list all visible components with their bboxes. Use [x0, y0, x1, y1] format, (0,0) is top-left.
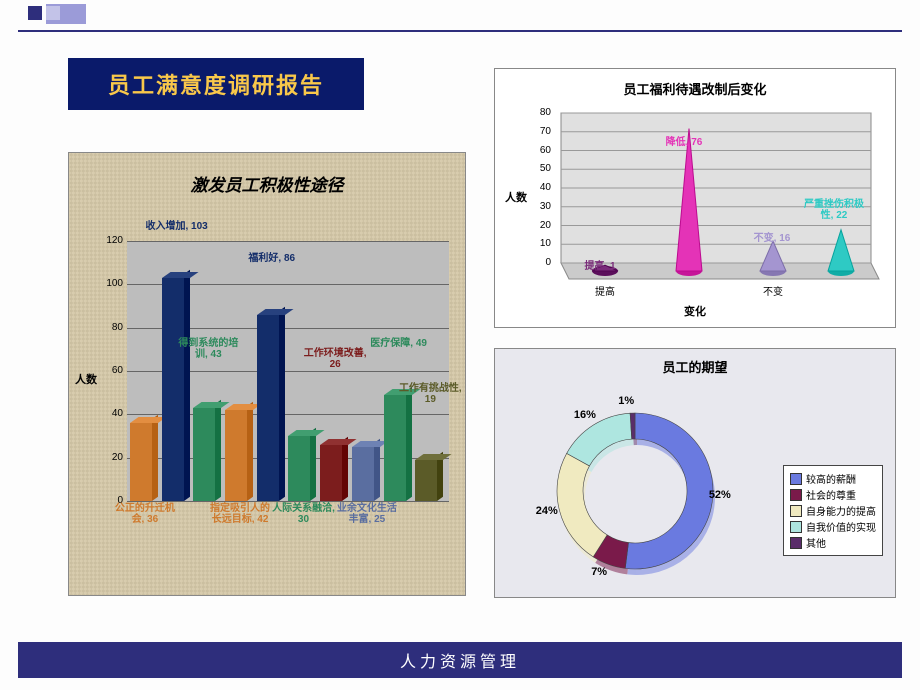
cone-data-label: 不变, 16 — [737, 233, 807, 244]
bar — [288, 436, 310, 501]
donut-pct: 24% — [536, 505, 558, 517]
cone-y-tick: 80 — [533, 107, 551, 118]
donut-pct: 7% — [591, 566, 607, 578]
donut-chart-title: 员工的期望 — [495, 357, 895, 376]
bar — [193, 408, 215, 501]
cone-data-label: 提高, 1 — [565, 261, 635, 272]
legend-item: 较高的薪酬 — [790, 471, 876, 486]
cone-y-tick: 0 — [533, 257, 551, 268]
bar-label: 工作环境改善, 26 — [302, 348, 368, 370]
bar-chart: 激发员工积极性途径 人数 020406080100120 公正的升迁机会, 36… — [68, 152, 466, 596]
cone-y-tick: 40 — [533, 182, 551, 193]
donut-legend: 较高的薪酬社会的尊重自身能力的提高自我价值的实现其他 — [783, 465, 883, 556]
bottom-bar: 人力资源管理 — [18, 642, 902, 678]
cone-y-label: 人数 — [505, 189, 527, 205]
bar-chart-title: 激发员工积极性途径 — [69, 171, 465, 196]
bar-label: 指定吸引人的长远目标, 42 — [207, 503, 273, 525]
bar-label: 福利好, 86 — [239, 253, 305, 264]
cone-y-tick: 70 — [533, 126, 551, 137]
donut-svg — [515, 379, 745, 589]
cone-y-tick: 60 — [533, 145, 551, 156]
cone-data-label: 严重挫伤积极性, 22 — [799, 199, 869, 221]
sq-dark — [28, 6, 42, 20]
bar — [415, 460, 437, 501]
bar — [384, 395, 406, 501]
bar-label: 得到系统的培训, 43 — [175, 338, 241, 360]
cone-chart: 员工福利待遇改制后变化 人数 变化 0 10 20 30 40 50 60 70 80 提高 不变… — [494, 68, 896, 328]
bar — [320, 445, 342, 501]
donut-pct: 1% — [618, 395, 634, 407]
cone-x-label: 变化 — [684, 303, 706, 319]
bar-label: 业余文化生活丰富, 25 — [334, 503, 400, 525]
donut-pct: 52% — [709, 489, 731, 501]
y-tick: 100 — [101, 278, 123, 289]
cone-y-tick: 50 — [533, 163, 551, 174]
cone-cat: 不变 — [753, 283, 793, 298]
slide: 员工满意度调研报告 激发员工积极性途径 人数 0 20 40 60 80 100 120 公… — [0, 0, 920, 690]
bar-y-label: 人数 — [75, 371, 97, 387]
bar-label: 公正的升迁机会, 36 — [112, 503, 178, 525]
legend-item: 其他 — [790, 535, 876, 550]
title-box: 员工满意度调研报告 — [68, 58, 364, 110]
title-text: 员工满意度调研报告 — [108, 68, 324, 100]
cone-data-label: 降低, 76 — [649, 137, 719, 148]
cone-chart-title: 员工福利待遇改制后变化 — [495, 79, 895, 98]
bar-label: 收入增加, 103 — [144, 221, 210, 232]
bar-bars — [127, 241, 449, 501]
bottom-bar-text: 人力资源管理 — [400, 648, 520, 672]
gridline — [127, 501, 449, 502]
bar-label: 医疗保障, 49 — [366, 338, 432, 349]
y-tick: 40 — [101, 408, 123, 419]
y-tick: 20 — [101, 452, 123, 463]
top-squares — [28, 6, 60, 20]
legend-item: 自身能力的提高 — [790, 503, 876, 518]
y-tick: 60 — [101, 365, 123, 376]
bar — [352, 447, 374, 501]
cone-y-tick: 20 — [533, 220, 551, 231]
bar — [257, 315, 279, 501]
sq-light — [46, 6, 60, 20]
bar-label: 人际关系融洽, 30 — [270, 503, 336, 525]
donut-chart: 员工的期望 52% 7% 24% 16% 1% 较高的薪酬社会的尊重自身能力的提高自我价… — [494, 348, 896, 598]
legend-item: 自我价值的实现 — [790, 519, 876, 534]
header-line — [18, 30, 902, 32]
cone-cat: 提高 — [585, 283, 625, 298]
y-tick: 120 — [101, 235, 123, 246]
cone-y-tick: 10 — [533, 238, 551, 249]
bar-label: 工作有挑战性, 19 — [397, 383, 463, 405]
bar — [130, 423, 152, 501]
y-tick: 80 — [101, 322, 123, 333]
legend-item: 社会的尊重 — [790, 487, 876, 502]
cone-y-tick: 30 — [533, 201, 551, 212]
bar — [225, 410, 247, 501]
donut-pct: 16% — [574, 409, 596, 421]
bar — [162, 278, 184, 501]
